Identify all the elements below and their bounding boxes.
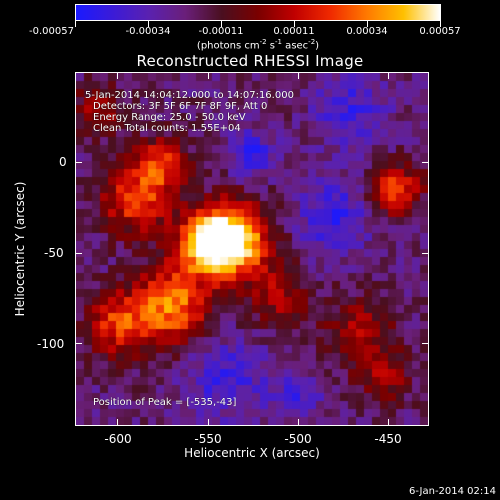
colorbar-tick-label: -0.00034: [125, 26, 171, 37]
colorbar-tick-label: 0.00057: [419, 26, 461, 37]
y-axis-tick: [75, 343, 82, 344]
y-tick-label: -100: [37, 337, 65, 351]
annotation-detectors: Detectors: 3F 5F 6F 7F 8F 9F, Att 0: [93, 101, 268, 112]
y-axis-tick-right: [422, 162, 429, 163]
y-axis-label: Heliocentric Y (arcsec): [13, 181, 27, 317]
annotation-energy-range: Energy Range: 25.0 - 50.0 keV: [93, 112, 246, 123]
y-tick-label: -50: [44, 246, 64, 260]
colorbar-tick: [367, 21, 368, 27]
heatmap-image: [76, 73, 428, 425]
x-axis-tick: [298, 419, 299, 426]
y-axis-tick: [75, 162, 82, 163]
footer-date: 6-Jan-2014 02:14: [409, 486, 496, 497]
colorbar-tick: [221, 21, 222, 27]
annotation-method: Clean Total counts: 1.55E+04: [93, 123, 241, 134]
x-tick-label: -500: [284, 432, 312, 446]
x-axis-tick-top: [298, 72, 299, 79]
x-axis-tick-top: [117, 72, 118, 79]
colorbar-tick-label: 0.00011: [273, 26, 315, 37]
x-axis-tick: [208, 419, 209, 426]
x-axis-tick-top: [388, 72, 389, 79]
colorbar-tick: [440, 21, 441, 27]
colorbar-units: (photons cm-2 s-1 asec-2): [196, 38, 320, 52]
x-axis-tick: [117, 419, 118, 426]
colorbar-tick: [75, 21, 76, 27]
annotation-time-range: 5-Jan-2014 14:04:12.000 to 14:07:16.000: [85, 90, 294, 101]
x-tick-label: -450: [374, 432, 402, 446]
annotation-peak-position: Position of Peak = [-535,-43]: [93, 397, 237, 408]
x-axis-label: Heliocentric X (arcsec): [184, 446, 320, 460]
colorbar-tick-label: -0.00057: [29, 26, 74, 37]
chart-title: Reconstructed RHESSI Image: [136, 52, 364, 70]
y-axis-tick-right: [422, 343, 429, 344]
x-axis-tick-top: [208, 72, 209, 79]
y-axis-tick-right: [422, 253, 429, 254]
colorbar-tick-label: 0.00034: [346, 26, 388, 37]
colorbar-tick-label: -0.00011: [198, 26, 244, 37]
plot-area: 5-Jan-2014 14:04:12.000 to 14:07:16.000 …: [75, 72, 429, 426]
x-tick-label: -550: [194, 432, 222, 446]
colorbar-tick: [148, 21, 149, 27]
colorbar: [75, 4, 441, 21]
x-tick-label: -600: [104, 432, 132, 446]
y-tick-label: 0: [59, 155, 67, 169]
colorbar-tick: [294, 21, 295, 27]
x-axis-tick: [388, 419, 389, 426]
y-axis-tick: [75, 253, 82, 254]
